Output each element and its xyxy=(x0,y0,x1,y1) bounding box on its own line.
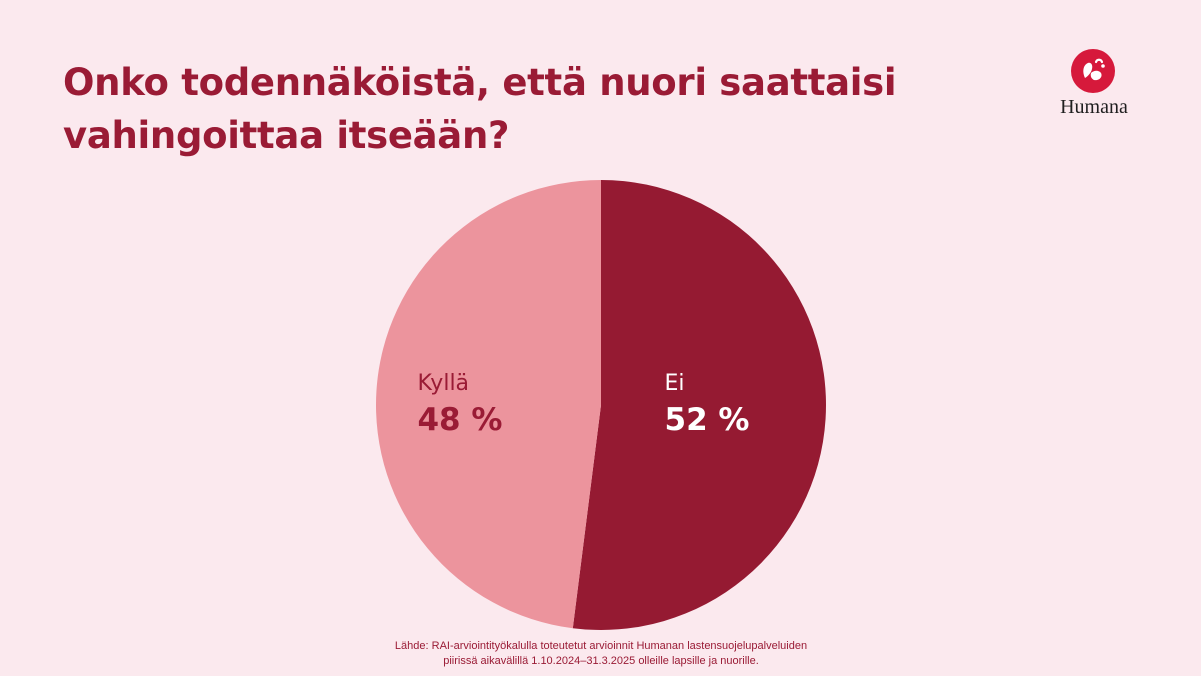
source-line-2: piirissä aikavälillä 1.10.2024–31.3.2025… xyxy=(443,655,759,667)
humana-heart-logo-icon xyxy=(1071,49,1115,93)
slice-label-kyll-: Kyllä xyxy=(417,371,469,396)
page-title: Onko todennäköistä, että nuori saattaisi… xyxy=(63,61,897,157)
pie-slice-ei xyxy=(572,180,826,630)
slice-value-ei: 52 % xyxy=(665,402,750,438)
pie-slice-kyll- xyxy=(375,180,601,629)
source-line-1: Lähde: RAI-arviointityökalulla toteutetu… xyxy=(394,640,808,652)
source-note: Lähde: RAI-arviointityökalulla toteutetu… xyxy=(330,639,872,669)
humana-logo: Humana xyxy=(1046,48,1142,122)
slice-label-ei: Ei xyxy=(665,371,685,396)
logo-wordmark: Humana xyxy=(1060,96,1128,118)
slice-value-kyll-: 48 % xyxy=(417,402,502,438)
